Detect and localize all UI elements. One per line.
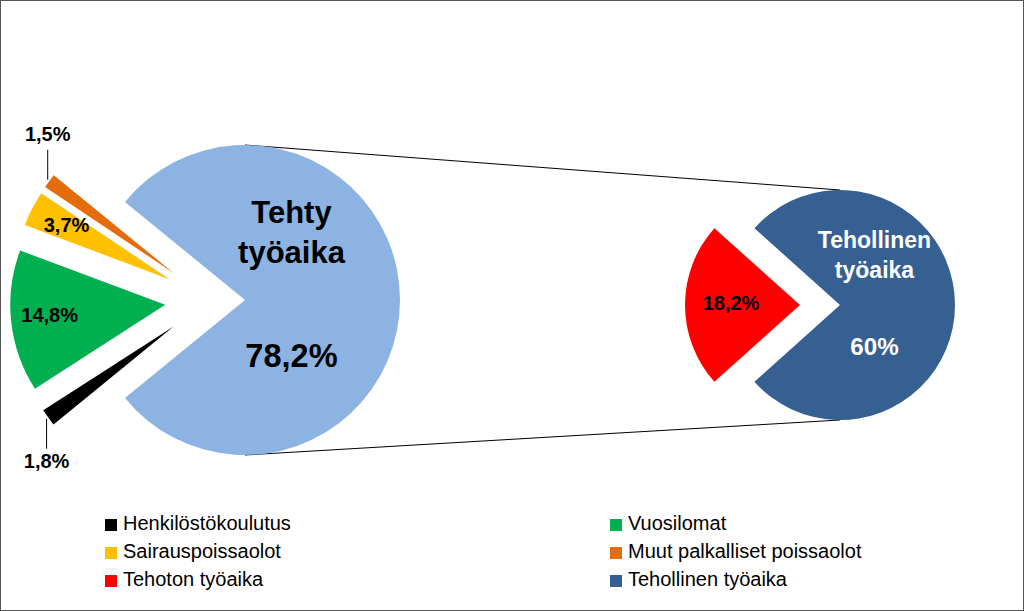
data-label: 3,7%	[44, 214, 90, 236]
frame	[1, 1, 1024, 611]
leader-line	[46, 419, 47, 449]
pie	[685, 190, 955, 420]
legend-swatch	[610, 575, 622, 587]
legend-label: Sairauspoissaolot	[123, 540, 281, 562]
legend-item: Sairauspoissaolot	[105, 540, 281, 562]
data-label: 1,8%	[24, 450, 70, 472]
slice-name: Tehty työaika	[238, 195, 346, 270]
legend-item: Muut palkalliset poissaolot	[610, 540, 862, 562]
legend-label: Tehoton työaika	[123, 568, 264, 590]
legend-swatch	[105, 547, 117, 559]
pie-labels: 1,8% 14,8% 3,7% 1,5% Tehty työaika 78,2%	[21, 123, 345, 472]
legend-swatch	[105, 575, 117, 587]
slice-name-line: työaika	[835, 257, 914, 283]
legend-label: Tehollinen työaika	[628, 568, 788, 590]
slice-name-line: työaika	[238, 235, 346, 270]
legend-swatch	[610, 519, 622, 531]
legend-label: Henkilöstökoulutus	[123, 512, 291, 534]
legend: Henkilöstökoulutus Vuosilomat Sairauspoiss…	[105, 512, 862, 590]
legend-label: Vuosilomat	[628, 512, 727, 534]
pie-labels: 18,2% Tehollinen työaika 60%	[703, 227, 932, 360]
pie-slice	[10, 250, 165, 388]
legend-item: Henkilöstökoulutus	[105, 512, 291, 534]
leader-line	[47, 150, 48, 180]
chart: 1,8% 14,8% 3,7% 1,5% Tehty työaika 78,2% 18,2% T…	[0, 0, 1024, 611]
pie-slice	[754, 190, 955, 420]
pie-slice	[125, 145, 400, 455]
legend-swatch	[105, 519, 117, 531]
data-label: 60%	[850, 333, 898, 360]
slice-name: Tehollinen työaika	[818, 227, 931, 283]
legend-item: Tehoton työaika	[105, 568, 264, 590]
slice-name-line: Tehollinen	[818, 227, 931, 253]
data-label: 78,2%	[245, 338, 337, 374]
data-label: 1,5%	[25, 123, 71, 145]
pie	[10, 145, 400, 455]
slice-name-line: Tehty	[251, 195, 332, 230]
data-label: 18,2%	[703, 292, 760, 314]
data-label: 14,8%	[21, 304, 78, 326]
legend-item: Vuosilomat	[610, 512, 727, 534]
legend-label: Muut palkalliset poissaolot	[628, 540, 862, 562]
legend-swatch	[610, 547, 622, 559]
legend-item: Tehollinen työaika	[610, 568, 788, 590]
